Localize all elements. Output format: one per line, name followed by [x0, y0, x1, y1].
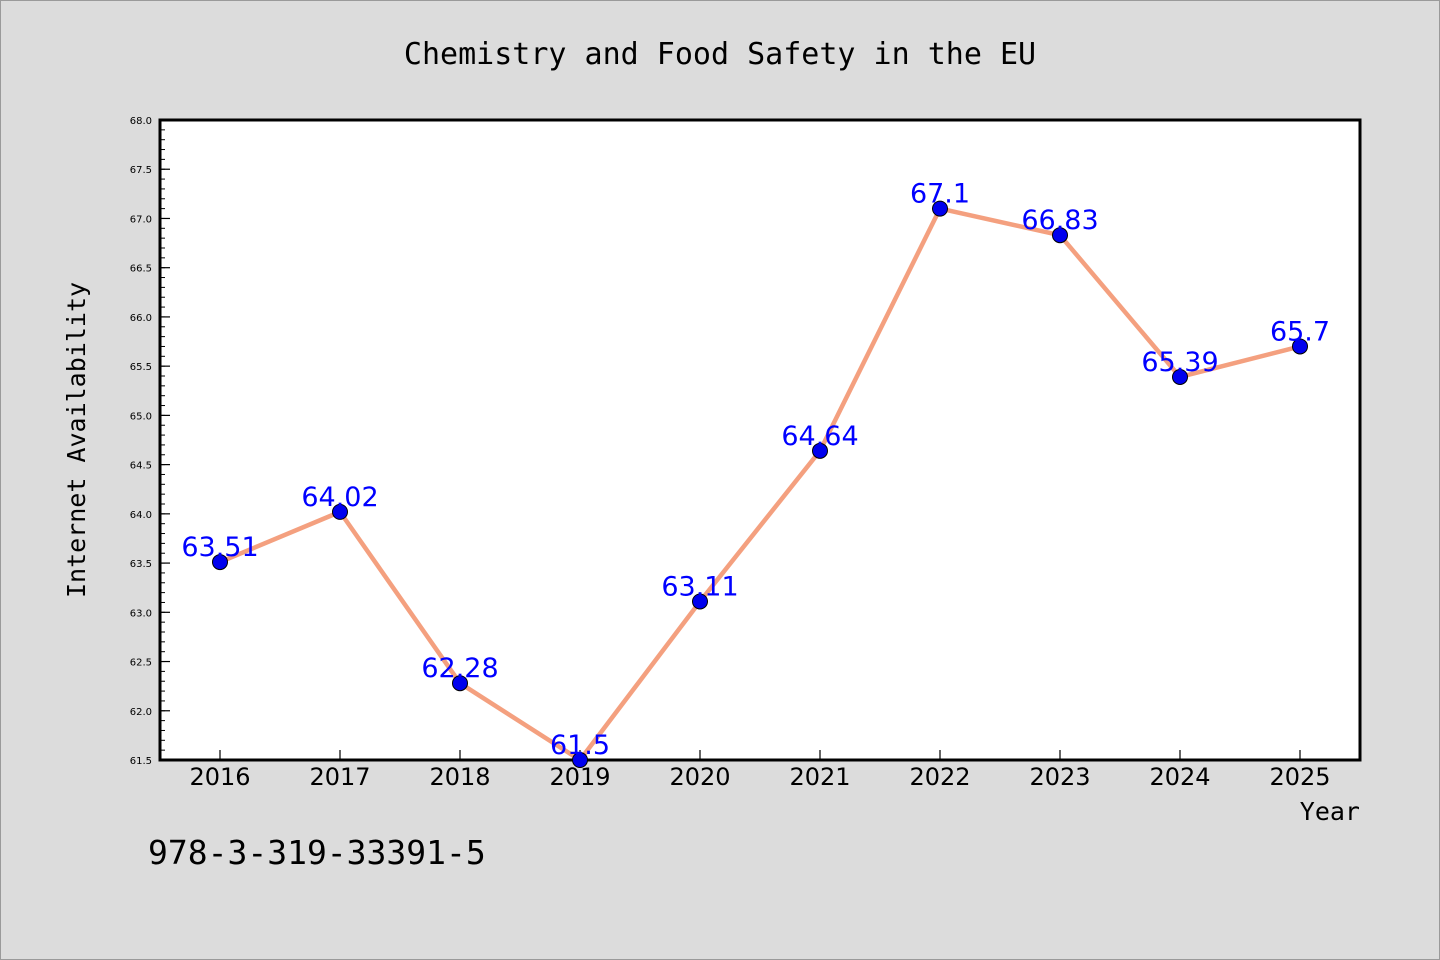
data-point-label: 64.02	[301, 482, 378, 513]
x-tick-label: 2016	[189, 763, 250, 791]
isbn-footer: 978-3-319-33391-5	[148, 833, 486, 872]
y-tick-label: 61.5	[130, 756, 152, 767]
data-labels: 63.51 64.02 62.28 61.5 63.11 64.64 67.1 66.83 65…	[181, 179, 1330, 761]
series-markers	[212, 200, 1308, 768]
series-line	[219, 206, 1301, 763]
data-point-marker	[1172, 368, 1188, 385]
x-tick-label: 2022	[909, 763, 970, 791]
x-tick-label: 2024	[1149, 763, 1210, 791]
y-tick-label: 62.5	[130, 658, 152, 669]
data-point-label: 67.1	[910, 179, 970, 210]
data-point-marker	[932, 200, 948, 217]
y-axis-ticks: 61.5 62.0 62.5 63.0 63.5 64.0 64.5 65.0 65.5 66.0…	[130, 116, 170, 767]
data-point-marker	[812, 442, 828, 459]
data-point-label: 63.51	[181, 532, 258, 563]
data-point-label: 64.64	[781, 421, 858, 452]
y-axis-label: Internet Availability	[62, 282, 91, 598]
data-point-marker	[212, 554, 228, 571]
y-tick-label: 62.0	[130, 707, 152, 718]
y-tick-label: 63.0	[130, 608, 152, 619]
data-point-label: 62.28	[421, 653, 498, 684]
y-tick-label: 64.0	[130, 510, 152, 521]
data-point-label: 65.7	[1270, 316, 1330, 347]
y-tick-label: 66.5	[130, 264, 152, 275]
y-tick-label: 66.0	[130, 313, 152, 324]
y-tick-label: 63.5	[130, 559, 152, 570]
data-point-marker	[452, 675, 468, 692]
data-point-label: 66.83	[1021, 205, 1098, 236]
data-point-marker	[332, 503, 348, 520]
x-tick-label: 2018	[429, 763, 490, 791]
y-tick-label: 67.5	[130, 165, 152, 176]
data-point-marker	[1292, 338, 1308, 355]
plot-area	[158, 118, 1362, 762]
y-tick-label: 64.5	[130, 461, 152, 472]
data-point-label: 65.39	[1141, 347, 1218, 378]
y-tick-label: 67.0	[130, 214, 152, 225]
y-tick-label: 68.0	[130, 116, 152, 127]
x-tick-label: 2025	[1269, 763, 1330, 791]
chart-title: Chemistry and Food Safety in the EU	[404, 37, 1036, 72]
x-tick-label: 2017	[309, 763, 370, 791]
data-point-label: 63.11	[661, 571, 738, 602]
data-point-marker	[1052, 227, 1068, 244]
x-tick-label: 2020	[669, 763, 730, 791]
x-tick-label: 2023	[1029, 763, 1090, 791]
x-axis-label: Year	[1300, 797, 1360, 826]
data-point-marker	[692, 593, 708, 610]
y-tick-label: 65.5	[130, 362, 152, 373]
data-point-label: 61.5	[550, 730, 610, 761]
data-point-marker	[572, 752, 588, 768]
y-tick-label: 65.0	[130, 411, 152, 422]
x-tick-label: 2021	[789, 763, 850, 791]
x-axis-ticks: 2016 2017 2018 2019 2020 2021 2022 2023 2024 2025	[189, 750, 1331, 791]
